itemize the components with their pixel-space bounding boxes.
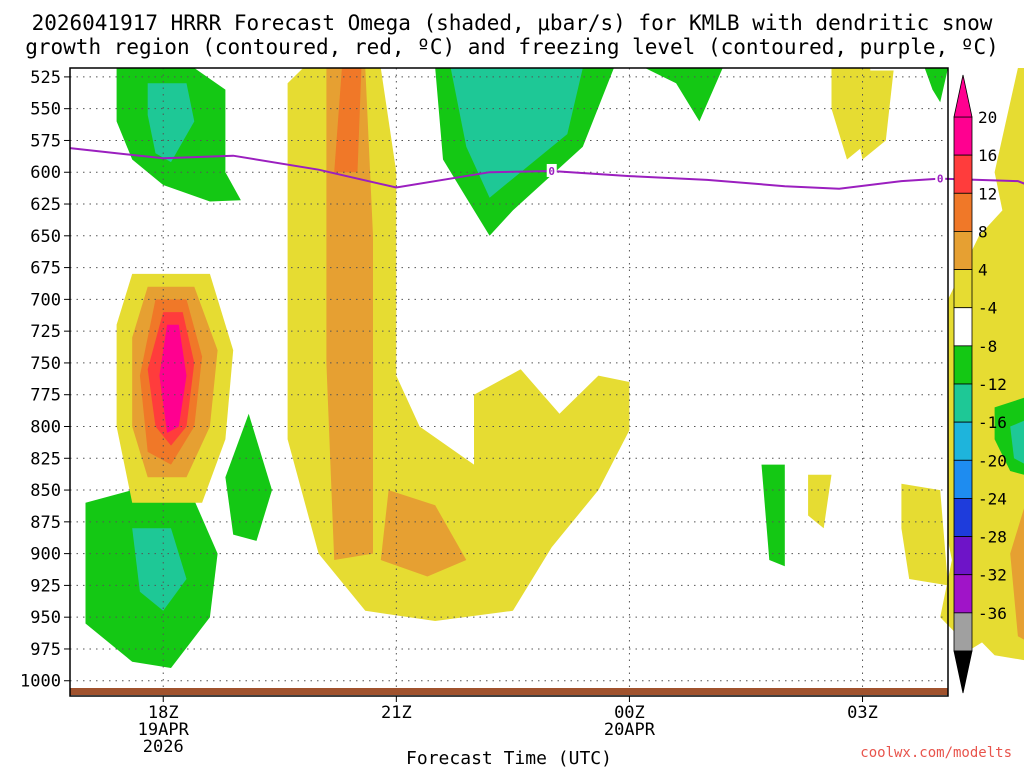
freezing-label-0: 0: [548, 165, 555, 178]
chart-title-line1: 2026041917 HRRR Forecast Omega (shaded, …: [32, 11, 993, 35]
colorbar-label--4: -4: [978, 299, 997, 318]
y-tick-label-1000: 1000: [20, 672, 61, 692]
y-tick-label-875: 875: [30, 513, 61, 533]
colorbar-label--12: -12: [978, 375, 1007, 394]
colorbar-label-8: 8: [978, 222, 988, 241]
y-tick-label-750: 750: [30, 354, 61, 374]
colorbar-label--24: -24: [978, 489, 1007, 508]
x-axis-label: Forecast Time (UTC): [406, 748, 612, 768]
colorbar-bottom-arrow: [953, 650, 973, 694]
omega-region-13: [225, 413, 272, 541]
colorbar-swatch-12: [953, 574, 973, 614]
colorbar-swatch-2: [953, 192, 973, 232]
omega-region-23: [1010, 508, 1024, 640]
omega-region-22: [808, 474, 832, 529]
colorbar-swatch-4: [953, 269, 973, 309]
ground-surface-strip: [70, 688, 948, 695]
freezing-label-bg-0: [546, 163, 557, 177]
y-tick-label-800: 800: [30, 417, 61, 437]
colorbar-swatch-13: [953, 612, 973, 652]
colorbar-swatch-11: [953, 536, 973, 576]
y-tick-label-925: 925: [30, 576, 61, 596]
x-axis-time-ticks: 18Z19APR202621Z00Z20APR03Z06Z09Z: [138, 696, 878, 757]
x-tick-label-03Z-0: 03Z: [847, 703, 878, 723]
colorbar-label--8: -8: [978, 337, 997, 356]
colorbar-swatch-6: [953, 345, 973, 385]
y-tick-label-550: 550: [30, 100, 61, 120]
y-tick-label-825: 825: [30, 449, 61, 469]
colorbar-swatch-5: [953, 307, 973, 347]
omega-region-4: [334, 68, 362, 173]
y-tick-label-725: 725: [30, 322, 61, 342]
y-tick-label-600: 600: [30, 163, 61, 183]
omega-region-1: [147, 83, 195, 163]
colorbar-label-4: 4: [978, 261, 988, 280]
chart-title-line2: growth region (contoured, red, ºC) and f…: [25, 35, 999, 59]
x-tick-label-00Z-0: 00Z: [614, 703, 645, 723]
omega-region-18: [159, 324, 187, 433]
y-tick-label-900: 900: [30, 545, 61, 565]
y-tick-label-650: 650: [30, 227, 61, 247]
y-tick-label-975: 975: [30, 640, 61, 660]
x-tick-label-18Z-2: 2026: [143, 737, 184, 757]
colorbar: 20 16 12 8 4 -4 -8 -12 -16 -20 -24 -28 -32 -36: [953, 74, 1007, 694]
colorbar-swatch-3: [953, 231, 973, 270]
freezing-level-contour: 00: [69, 147, 1024, 190]
colorbar-swatch-7: [953, 383, 973, 423]
freezing-label-1: 0: [937, 173, 944, 186]
colorbar-label--32: -32: [978, 566, 1007, 585]
omega-region-8: [645, 68, 723, 122]
colorbar-label-16: 16: [978, 146, 997, 165]
colorbar-label--16: -16: [978, 413, 1007, 432]
y-tick-label-775: 775: [30, 386, 61, 406]
omega-region-12: [132, 528, 187, 611]
colorbar-label-20: 20: [978, 108, 997, 127]
plot-area: 00: [69, 67, 1024, 697]
plot-frame: [69, 67, 949, 697]
grid-lines: [70, 68, 948, 696]
x-tick-label-18Z-1: 19APR: [138, 720, 190, 740]
colorbar-swatch-1: [953, 154, 973, 194]
x-tick-label-18Z-0: 18Z: [148, 703, 179, 723]
omega-region-7: [450, 68, 583, 198]
y-tick-label-525: 525: [30, 68, 61, 88]
colorbar-swatch-8: [953, 421, 973, 461]
freezing-level-line: [69, 147, 1024, 190]
omega-region-30: [1010, 420, 1024, 464]
colorbar-swatch-10: [953, 498, 973, 537]
omega-region-21: [901, 483, 948, 586]
colorbar-label--20: -20: [978, 451, 1007, 470]
colorbar-label--28: -28: [978, 528, 1007, 547]
y-tick-label-950: 950: [30, 608, 61, 628]
y-tick-label-700: 700: [30, 290, 61, 310]
y-tick-label-675: 675: [30, 259, 61, 279]
colorbar-swatch-9: [953, 459, 973, 499]
y-tick-label-625: 625: [30, 195, 61, 215]
y-axis-pressure-ticks: 525 550 575 600 625 650 675 700 725 750 775 800 825 8…: [20, 68, 70, 692]
y-tick-label-575: 575: [30, 131, 61, 151]
omega-region-20: [854, 70, 894, 160]
x-tick-label-21Z-0: 21Z: [381, 703, 412, 723]
omega-shading: [85, 68, 1024, 668]
colorbar-top-arrow: [953, 74, 973, 118]
colorbar-label--36: -36: [978, 604, 1007, 623]
omega-region-3: [326, 68, 373, 560]
omega-region-5: [380, 490, 467, 577]
colorbar-swatch-0: [953, 116, 973, 156]
x-tick-label-00Z-1: 20APR: [604, 720, 656, 740]
y-tick-label-850: 850: [30, 481, 61, 501]
credit-link[interactable]: coolwx.com/modelts: [860, 745, 1012, 761]
omega-region-2: [287, 68, 630, 621]
colorbar-label-12: 12: [978, 184, 997, 203]
freezing-label-bg-1: [935, 171, 946, 185]
